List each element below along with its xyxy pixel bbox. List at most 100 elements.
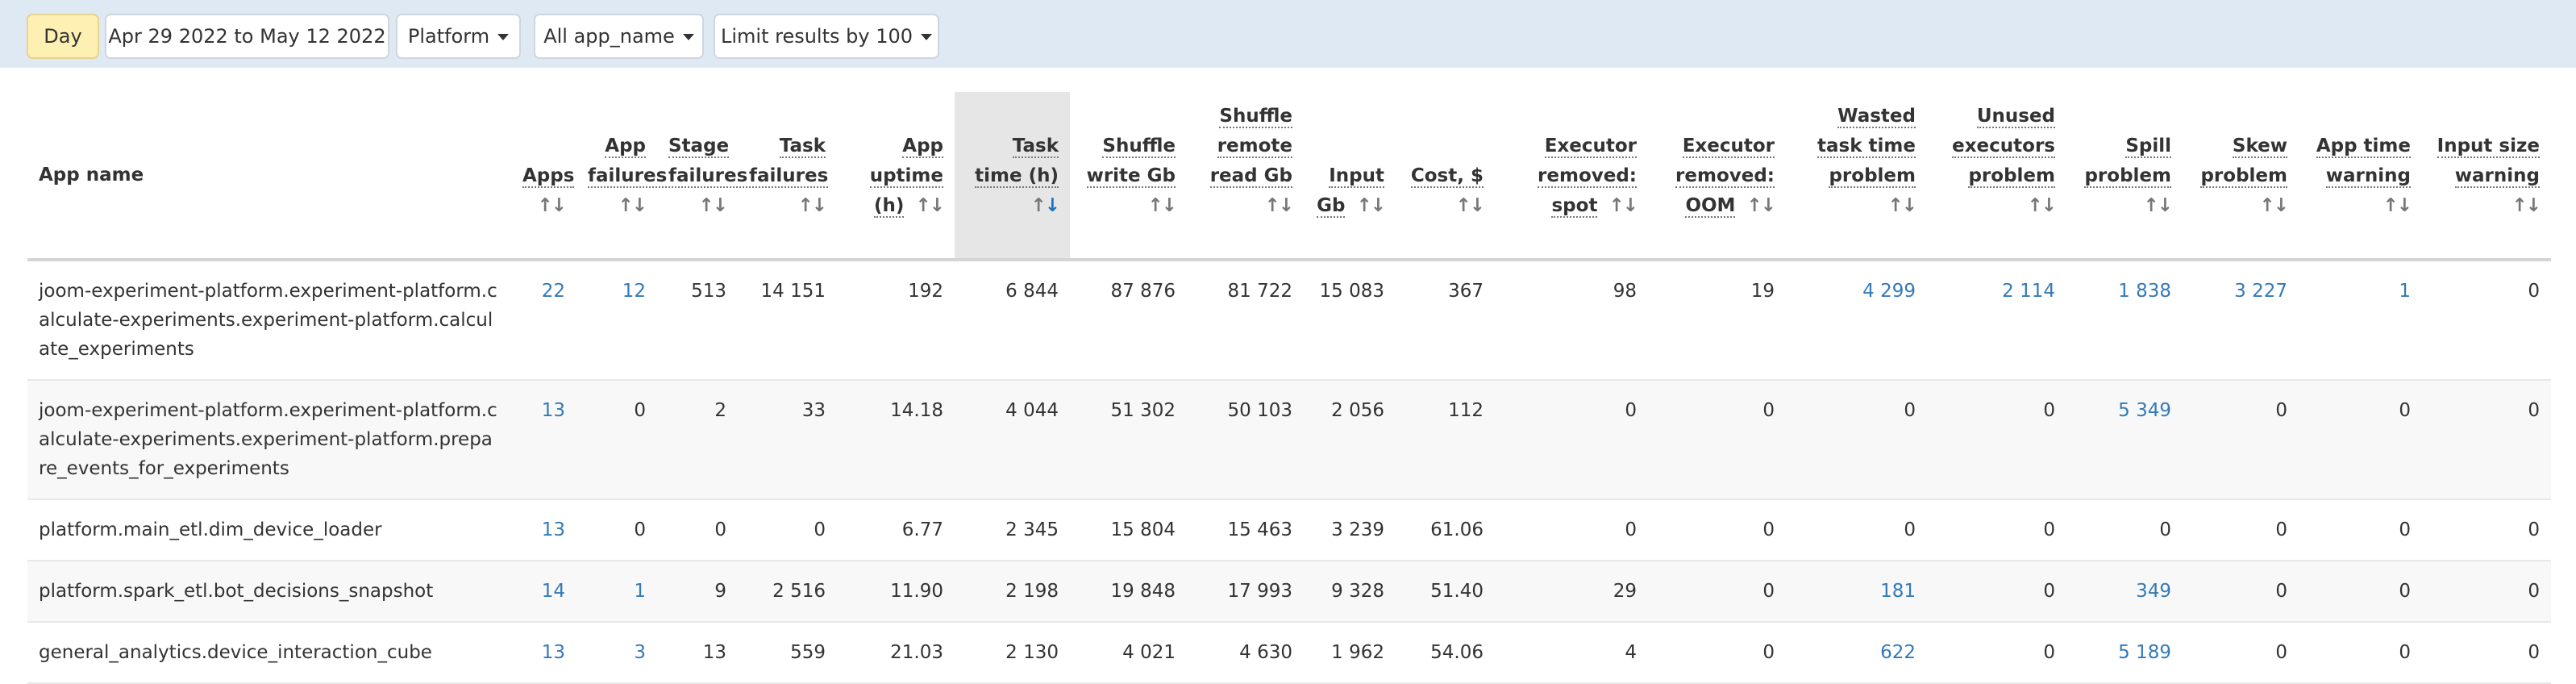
cell-apps[interactable]: 13 xyxy=(511,622,576,684)
cell-shuffle-write: 87 876 xyxy=(1070,260,1187,381)
cell-input-gb: 15 083 xyxy=(1304,260,1396,381)
sort-arrows-icon[interactable]: ↑↓ xyxy=(797,195,827,216)
sort-arrows-icon[interactable]: ↑↓ xyxy=(915,195,945,216)
sort-arrows-icon[interactable]: ↑↓ xyxy=(1455,195,1485,216)
cell-exec-removed-spot: 98 xyxy=(1495,260,1648,381)
column-header-label: Shuffle remote read Gb xyxy=(1209,106,1292,188)
cell-spill-problem: 0 xyxy=(2066,499,2183,561)
cell-cost: 61.06 xyxy=(1396,499,1495,561)
sort-arrows-icon[interactable]: ↑↓ xyxy=(2511,195,2541,216)
cell-exec-removed-oom: 19 xyxy=(1648,260,1786,381)
cell-shuffle-write: 4 021 xyxy=(1070,622,1187,684)
cell-apps[interactable]: 13 xyxy=(511,380,576,500)
sort-arrows-icon[interactable]: ↑↓ xyxy=(698,195,728,216)
column-header-label: Stage failures xyxy=(668,136,748,188)
cell-wasted-task-time[interactable]: 181 xyxy=(1786,561,1927,623)
column-header-exec-removed-oom[interactable]: Executor removed: OOM ↑↓ xyxy=(1648,92,1786,261)
cell-task-failures: 559 xyxy=(738,622,837,684)
column-header-app-uptime[interactable]: App uptime (h) ↑↓ xyxy=(837,92,955,261)
column-header-app-time-warning[interactable]: App time warning ↑↓ xyxy=(2299,92,2422,261)
column-header-app-name[interactable]: App name xyxy=(27,92,511,261)
column-header-task-failures[interactable]: Task failures ↑↓ xyxy=(738,92,837,261)
sort-arrows-icon[interactable]: ↑↓ xyxy=(2259,195,2289,216)
sort-arrows-icon[interactable]: ↑↓ xyxy=(2027,195,2057,216)
column-header-wasted-task-time[interactable]: Wasted task time problem ↑↓ xyxy=(1786,92,1927,261)
cell-app-failures[interactable]: 1 xyxy=(576,561,657,623)
cell-stage-failures: 9 xyxy=(657,561,738,623)
sort-arrows-icon[interactable]: ↑↓ xyxy=(1608,195,1638,216)
sort-arrows-icon[interactable]: ↑↓ xyxy=(1746,195,1776,216)
cell-app-failures: 0 xyxy=(576,380,657,500)
column-header-spill-problem[interactable]: Spill problem ↑↓ xyxy=(2066,92,2183,261)
column-header-shuffle-remote-read[interactable]: Shuffle remote read Gb ↑↓ xyxy=(1187,92,1304,261)
cell-skew-problem: 0 xyxy=(2183,499,2299,561)
cell-spill-problem[interactable]: 5 349 xyxy=(2066,380,2183,500)
cell-app-failures[interactable]: 12 xyxy=(576,260,657,381)
cell-unused-executors[interactable]: 2 114 xyxy=(1927,260,2066,381)
cell-wasted-task-time[interactable]: 622 xyxy=(1786,622,1927,684)
cell-app-time-warning[interactable]: 1 xyxy=(2299,260,2422,381)
cell-app-failures[interactable]: 3 xyxy=(576,622,657,684)
cell-input-gb: 3 239 xyxy=(1304,499,1396,561)
sort-arrows-icon[interactable]: ↑↓ xyxy=(2143,195,2173,216)
sort-arrows-icon[interactable]: ↑↓ xyxy=(1030,195,1060,216)
cell-shuffle-remote-read: 50 103 xyxy=(1187,380,1304,500)
cell-apps[interactable]: 22 xyxy=(511,260,576,381)
table-row: platform.main_etl.dim_device_loader 13 0 0 0… xyxy=(27,499,2551,561)
cell-apps[interactable]: 14 xyxy=(511,561,576,623)
cell-input-gb: 1 962 xyxy=(1304,622,1396,684)
column-header-stage-failures[interactable]: Stage failures ↑↓ xyxy=(657,92,748,261)
column-header-apps[interactable]: Apps ↑↓ xyxy=(511,92,576,261)
sort-arrows-icon[interactable]: ↑↓ xyxy=(2382,195,2412,216)
cell-input-size-warning: 0 xyxy=(2422,260,2551,381)
sort-down-active-icon: ↓ xyxy=(1044,195,1060,216)
date-range-button[interactable]: Apr 29 2022 to May 12 2022 xyxy=(105,14,389,59)
app-name-dropdown[interactable]: All app_name xyxy=(534,14,704,59)
cell-exec-removed-spot: 29 xyxy=(1495,561,1648,623)
cell-exec-removed-oom: 0 xyxy=(1648,622,1786,684)
cell-wasted-task-time: 0 xyxy=(1786,380,1927,500)
column-header-label: App name xyxy=(39,164,144,186)
sort-arrows-icon[interactable]: ↑↓ xyxy=(1356,195,1386,216)
column-header-cost[interactable]: Cost, $ ↑↓ xyxy=(1396,92,1495,261)
cell-app-uptime: 6.77 xyxy=(837,499,955,561)
cell-task-time: 6 844 xyxy=(955,260,1070,381)
cell-wasted-task-time: 0 xyxy=(1786,499,1927,561)
cell-shuffle-remote-read: 15 463 xyxy=(1187,499,1304,561)
cell-app-time-warning: 0 xyxy=(2299,561,2422,623)
sort-arrows-icon[interactable]: ↑↓ xyxy=(618,195,647,216)
cell-input-size-warning: 0 xyxy=(2422,561,2551,623)
cell-shuffle-write: 51 302 xyxy=(1070,380,1187,500)
period-day-button[interactable]: Day xyxy=(27,14,99,59)
cell-spill-problem[interactable]: 5 189 xyxy=(2066,622,2183,684)
column-header-app-failures[interactable]: App failures ↑↓ xyxy=(576,92,668,261)
cell-cost: 112 xyxy=(1396,380,1495,500)
cell-input-size-warning: 0 xyxy=(2422,622,2551,684)
table-row: general_analytics.device_interaction_cub… xyxy=(27,622,2551,684)
sort-arrows-icon[interactable]: ↑↓ xyxy=(1887,195,1917,216)
column-header-label: Spill problem xyxy=(2084,136,2171,188)
column-header-shuffle-write[interactable]: Shuffle write Gb ↑↓ xyxy=(1070,92,1187,261)
cell-spill-problem[interactable]: 349 xyxy=(2066,561,2183,623)
cell-app-name: general_analytics.device_interaction_cub… xyxy=(27,622,511,684)
cell-skew-problem[interactable]: 3 227 xyxy=(2183,260,2299,381)
sort-arrows-icon[interactable]: ↑↓ xyxy=(1264,195,1294,216)
column-header-exec-removed-spot[interactable]: Executor removed: spot ↑↓ xyxy=(1495,92,1648,261)
sort-arrows-icon[interactable]: ↑↓ xyxy=(537,195,567,216)
cell-apps[interactable]: 13 xyxy=(511,499,576,561)
cell-spill-problem[interactable]: 1 838 xyxy=(2066,260,2183,381)
column-header-unused-executors[interactable]: Unused executors problem ↑↓ xyxy=(1927,92,2066,261)
sort-arrows-icon[interactable]: ↑↓ xyxy=(1147,195,1177,216)
cell-shuffle-write: 15 804 xyxy=(1070,499,1187,561)
column-header-task-time[interactable]: Task time (h) ↑↓ xyxy=(955,92,1070,261)
limit-results-dropdown[interactable]: Limit results by 100 xyxy=(714,14,939,59)
app-name-dropdown-label: All app_name xyxy=(543,25,675,48)
cell-wasted-task-time[interactable]: 4 299 xyxy=(1786,260,1927,381)
column-header-skew-problem[interactable]: Skew problem ↑↓ xyxy=(2183,92,2299,261)
chevron-down-icon xyxy=(921,34,933,40)
column-header-input-gb[interactable]: Input Gb ↑↓ xyxy=(1304,92,1396,261)
column-header-input-size-warning[interactable]: Input size warning ↑↓ xyxy=(2422,92,2551,261)
platform-dropdown[interactable]: Platform xyxy=(396,14,521,59)
cell-app-uptime: 11.90 xyxy=(837,561,955,623)
cell-stage-failures: 0 xyxy=(657,499,738,561)
